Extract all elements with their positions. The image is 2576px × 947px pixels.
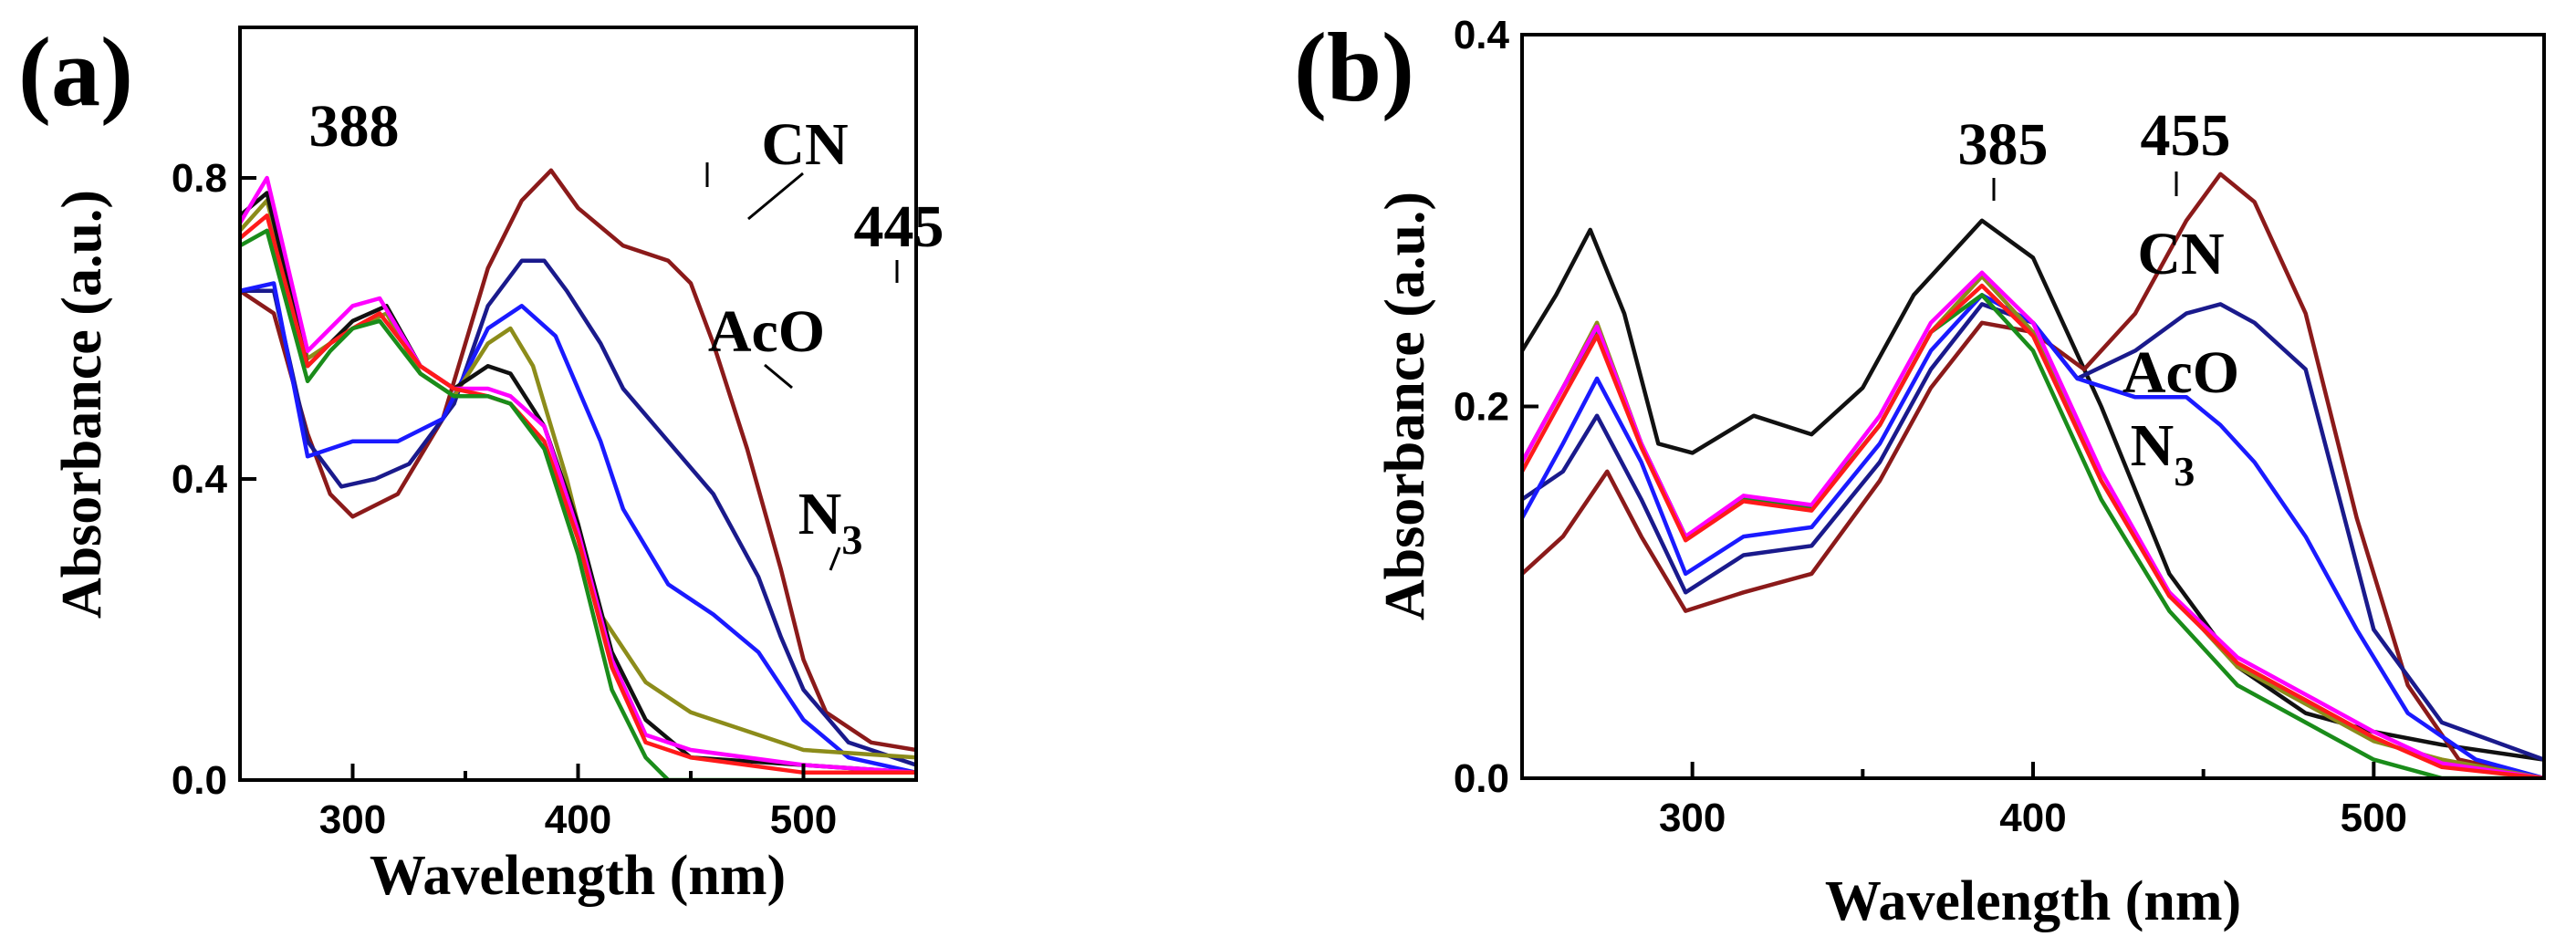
panel-label: (b) [1294, 14, 1414, 122]
annotation-text: N [798, 481, 842, 547]
series-line-aco [240, 258, 916, 767]
annotation-text: AcO [2122, 339, 2239, 406]
series-line-green [1522, 293, 2544, 778]
annotation-label-388: 388 [309, 93, 400, 160]
y-tick-label: 0.8 [172, 156, 227, 201]
series-line-n3 [1522, 293, 2544, 778]
y-tick-label: 0.4 [172, 457, 228, 502]
y-axis-title: Absorbance (a.u.) [51, 190, 113, 619]
annotation-text: CN [761, 111, 848, 178]
x-tick-label: 300 [319, 797, 386, 842]
annotation-label-aco: AcO [2122, 339, 2239, 406]
annotation-label-n: N3 [798, 481, 863, 563]
annotation-label-cn: CN [761, 111, 848, 178]
annotation-subscript: 3 [2174, 448, 2195, 494]
annotation-subscript: 3 [841, 516, 862, 563]
x-axis-title: Wavelength (nm) [370, 845, 786, 907]
x-axis-title: Wavelength (nm) [1825, 870, 2241, 932]
annotation-label-n: N3 [2131, 412, 2195, 494]
y-tick-label: 0.0 [1454, 756, 1509, 801]
panel-b: (b) 300 400 500 0.0 0.2 0.4 Wavelength (nm) Abso… [1294, 13, 2546, 932]
annotation-text: 385 [1958, 111, 2049, 178]
series-line-magenta [240, 175, 916, 775]
annotation-text: CN [2137, 221, 2224, 287]
series-line-aco [1522, 302, 2544, 762]
annotation-text: 388 [309, 93, 400, 160]
series-line-n3 [240, 281, 916, 775]
annotation-leader [829, 546, 841, 571]
annotation-label-445: 445 [854, 193, 944, 260]
panel-label: (a) [18, 18, 133, 127]
panel-a: (a) 300 400 500 0.0 0.4 0.8 Wavelength (nm) Abso… [18, 18, 944, 907]
x-tick-label: 400 [1999, 796, 2066, 840]
series-line-olive [240, 198, 916, 760]
x-tick-label: 500 [770, 797, 837, 842]
series-line-cn [240, 168, 916, 753]
y-tick-label: 0.0 [172, 758, 227, 803]
annotation-label-aco: AcO [708, 298, 825, 365]
series-line-black [1522, 218, 2544, 762]
annotation-text: 455 [2141, 102, 2231, 169]
series-line-red [1522, 283, 2544, 778]
annotation-text: N [2131, 412, 2174, 479]
y-tick-label: 0.2 [1454, 385, 1509, 430]
annotation-label-385: 385 [1958, 111, 2049, 178]
annotation-leader [764, 363, 793, 390]
x-tick-label: 400 [545, 797, 611, 842]
y-tick-label: 0.4 [1454, 13, 1510, 57]
series-group [1522, 172, 2544, 778]
x-tick-label: 500 [2341, 796, 2407, 840]
annotation-label-cn: CN [2137, 221, 2224, 287]
annotation-label-455: 455 [2141, 102, 2231, 169]
annotation-text: 445 [854, 193, 944, 260]
y-axis-title: Absorbance (a.u.) [1374, 192, 1436, 620]
annotation-leader [747, 172, 804, 221]
x-tick-label: 300 [1659, 796, 1726, 840]
annotation-text: AcO [708, 298, 825, 365]
series-line-green [240, 228, 916, 780]
series-group [240, 168, 916, 780]
